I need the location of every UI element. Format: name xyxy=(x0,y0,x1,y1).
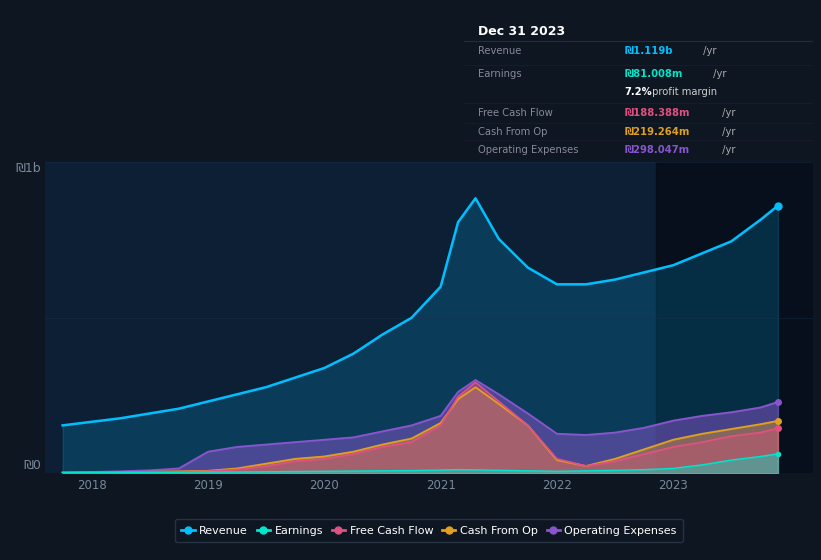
Text: Earnings: Earnings xyxy=(478,69,521,80)
Text: ₪0: ₪0 xyxy=(24,459,41,472)
Text: 7.2%: 7.2% xyxy=(624,87,652,97)
Text: ₪81.008m: ₪81.008m xyxy=(624,69,683,80)
Text: ₪298.047m: ₪298.047m xyxy=(624,145,690,155)
Text: Revenue: Revenue xyxy=(478,45,521,55)
Text: ₪219.264m: ₪219.264m xyxy=(624,127,690,137)
Text: /yr: /yr xyxy=(719,108,736,118)
Text: ₪1b: ₪1b xyxy=(16,162,41,175)
Text: ₪1.119b: ₪1.119b xyxy=(624,45,673,55)
Text: Dec 31 2023: Dec 31 2023 xyxy=(478,25,565,38)
Text: ₪188.388m: ₪188.388m xyxy=(624,108,690,118)
Text: /yr: /yr xyxy=(719,145,736,155)
Text: /yr: /yr xyxy=(719,127,736,137)
Text: Cash From Op: Cash From Op xyxy=(478,127,548,137)
Text: /yr: /yr xyxy=(699,45,716,55)
Text: Free Cash Flow: Free Cash Flow xyxy=(478,108,553,118)
Text: /yr: /yr xyxy=(709,69,726,80)
Text: Operating Expenses: Operating Expenses xyxy=(478,145,578,155)
Text: profit margin: profit margin xyxy=(649,87,717,97)
Bar xyxy=(656,162,813,473)
Legend: Revenue, Earnings, Free Cash Flow, Cash From Op, Operating Expenses: Revenue, Earnings, Free Cash Flow, Cash … xyxy=(175,519,683,543)
